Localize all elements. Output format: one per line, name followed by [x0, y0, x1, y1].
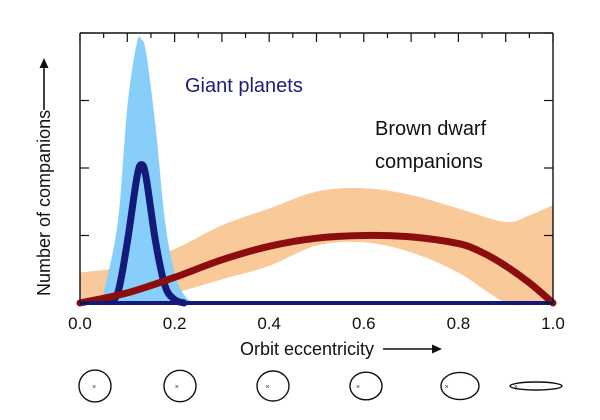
annotation-brown-dwarf: Brown dwarf [375, 118, 487, 140]
orbit-focus-icon: × [356, 384, 360, 391]
orbit-focus-icon: × [92, 384, 96, 391]
x-tick-labels: 0.0 0.2 0.4 0.6 0.8 1.0 [68, 314, 565, 333]
distribution-curves [76, 161, 557, 307]
orbit-ellipse-icon [256, 370, 290, 402]
band-series-2 [80, 188, 553, 306]
orbit-ellipse-icon [163, 369, 197, 403]
orbit-ellipse-icon [509, 381, 563, 391]
y-axis-arrow-icon [39, 58, 49, 110]
x-tick-label: 0.2 [163, 314, 187, 333]
annotation-giant-planets: Giant planets [185, 75, 303, 97]
annotation-companions: companions [375, 151, 483, 173]
orbit-focus-icon: × [514, 384, 518, 391]
x-tick-label: 0.6 [352, 314, 376, 333]
x-tick-label: 0.0 [68, 314, 92, 333]
orbit-ellipse-icon [440, 371, 480, 401]
x-axis-arrow-icon [383, 344, 442, 354]
curve-series-3 [76, 231, 557, 307]
orbit-ellipse-icon [78, 369, 112, 403]
orbit-shape-icons: × × × × × × [78, 369, 563, 403]
x-tick-label: 0.4 [257, 314, 281, 333]
x-axis-title: Orbit eccentricity [240, 339, 374, 359]
orbit-focus-icon: × [175, 384, 179, 391]
x-tick-label: 1.0 [541, 314, 565, 333]
orbit-focus-icon: × [265, 384, 269, 391]
x-tick-label: 0.8 [447, 314, 471, 333]
y-axis-title: Number of companions [34, 110, 54, 296]
orbit-ellipse-icon [349, 371, 383, 401]
curve-series-1 [104, 161, 188, 307]
orbit-focus-icon: × [445, 384, 449, 391]
plot-axes [79, 32, 554, 305]
